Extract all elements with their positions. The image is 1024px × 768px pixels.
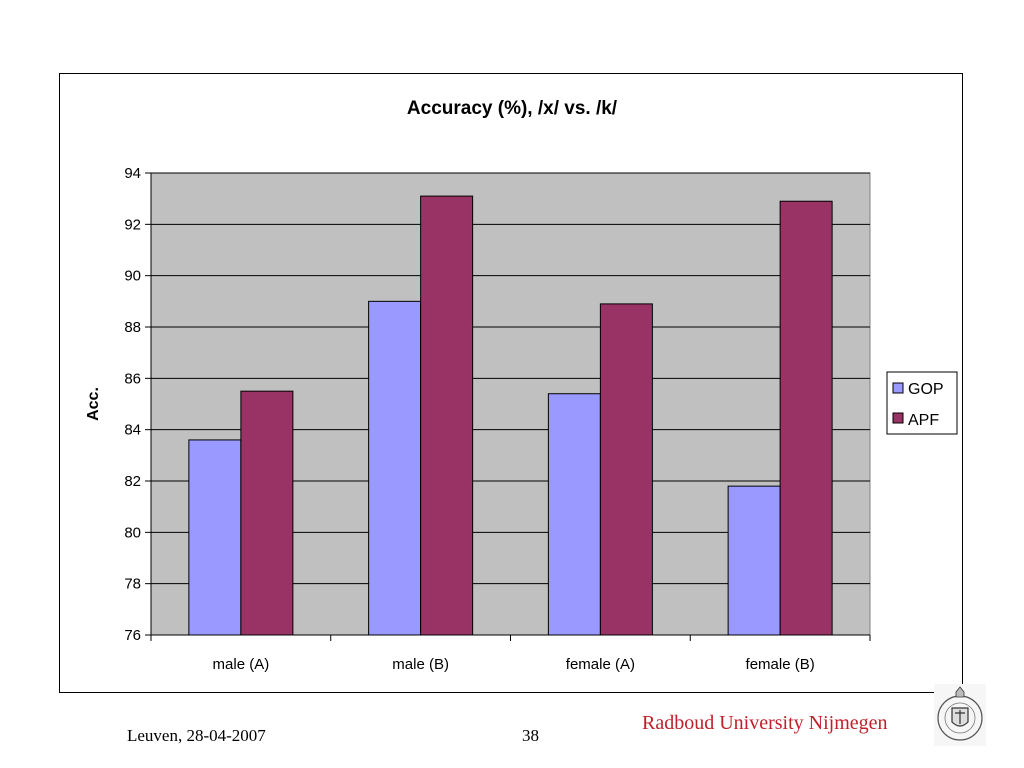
legend-label-gop: GOP (908, 381, 944, 398)
footer-location-date: Leuven, 28-04-2007 (127, 726, 266, 745)
university-seal-icon (934, 684, 986, 746)
axes (145, 172, 871, 641)
bar-apf (779, 200, 833, 636)
y-tick-label: 82 (124, 473, 141, 490)
legend-label-apf: APF (908, 412, 939, 429)
legend: GOP APF (886, 371, 958, 435)
y-tick-label: 84 (124, 422, 141, 439)
y-tick-label: 88 (124, 319, 141, 336)
chart-title: Accuracy (%), /x/ vs. /k/ (407, 98, 618, 119)
bars (188, 195, 833, 636)
bar-chart: Accuracy (%), /x/ vs. /k/ 76 78 80 82 84 86 88… (85, 98, 958, 673)
bar-gop (727, 485, 781, 636)
y-tick-labels: 76 78 80 82 84 86 88 90 92 94 (124, 165, 141, 644)
y-tick-label: 90 (124, 268, 141, 285)
x-tick-label: male (A) (213, 656, 270, 673)
y-tick-label: 94 (124, 165, 141, 182)
bar-gop (188, 439, 242, 636)
legend-box (886, 371, 958, 435)
chart-frame: Accuracy (%), /x/ vs. /k/ 76 78 80 82 84 86 88… (59, 73, 963, 693)
bar-gop (368, 300, 422, 636)
y-tick-label: 78 (124, 576, 141, 593)
legend-swatch-apf (892, 412, 904, 424)
x-tick-label: female (A) (566, 656, 635, 673)
bar-apf (240, 390, 294, 636)
x-tick-labels: male (A) male (B) female (A) female (B) (213, 656, 815, 673)
y-tick-label: 86 (124, 370, 141, 387)
bar-gop (547, 393, 601, 636)
university-name: Radboud University Nijmegen (642, 712, 888, 734)
legend-swatch-gop (892, 382, 904, 394)
bar-apf (420, 195, 474, 636)
y-axis-title: Acc. (85, 387, 102, 421)
y-tick-label: 76 (124, 627, 141, 644)
x-tick-label: female (B) (746, 656, 815, 673)
y-tick-label: 80 (124, 524, 141, 541)
x-tick-label: male (B) (392, 656, 449, 673)
page-number: 38 (522, 726, 539, 745)
bar-apf (599, 303, 653, 636)
y-tick-label: 92 (124, 216, 141, 233)
